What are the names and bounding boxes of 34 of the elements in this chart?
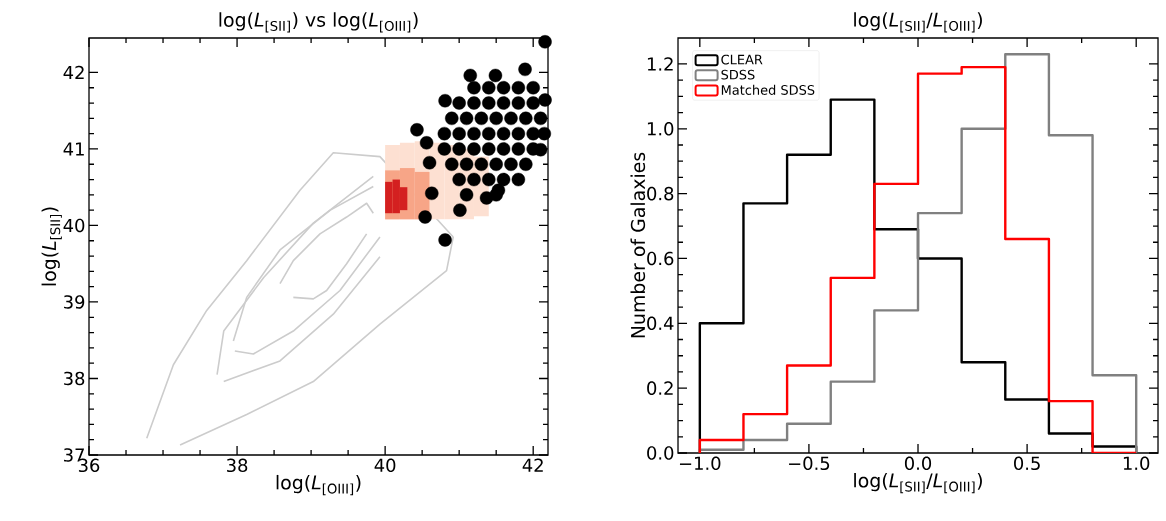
- legend-label: SDSS: [721, 69, 755, 80]
- y-tick-label: 1.0: [647, 121, 674, 136]
- x-axis-title: log(L$_{[SII]}$/L$_{[OIII]}$): [854, 472, 982, 494]
- x-tick-label: 1.0: [1123, 456, 1150, 471]
- y-tick-label: 40: [63, 218, 85, 233]
- x-tick-label: 38: [227, 458, 248, 473]
- line-series: [216, 175, 375, 376]
- line-series: [222, 256, 381, 383]
- legend-label: CLEAR: [721, 54, 763, 65]
- y-tick-label: 0.0: [647, 446, 674, 460]
- y-tick-label: 42: [63, 65, 84, 80]
- x-tick-label: −0.5: [789, 456, 830, 471]
- line-series: [279, 202, 375, 285]
- chart-title: log(L$_{[SII]}$) vs log(L$_{[OIII]}$): [219, 12, 418, 33]
- y-tick-label: 1.2: [647, 57, 673, 71]
- y-axis-title: Number of Galaxies: [630, 152, 646, 338]
- line-series: [234, 236, 381, 355]
- x-tick-label: 0.0: [904, 456, 932, 471]
- y-tick-label: 0.2: [647, 381, 673, 395]
- y-tick-label: 0.4: [647, 316, 674, 331]
- y-tick-label: 0.8: [647, 186, 674, 201]
- x-tick-label: 42: [522, 458, 543, 472]
- y-tick-label: 41: [63, 142, 84, 156]
- y-tick-label: 0.6: [647, 251, 674, 266]
- x-tick-label: 0.5: [1014, 456, 1040, 471]
- y-tick-label: 38: [64, 371, 85, 386]
- x-tick-label: −1.0: [679, 456, 721, 471]
- y-tick-label: 39: [64, 295, 85, 309]
- x-tick-label: 40: [374, 458, 396, 473]
- line-series: [292, 233, 368, 300]
- chart-title: log(L$_{[SII]}$/L$_{[OIII]}$): [854, 12, 982, 33]
- legend-label: Matched SDSS: [721, 84, 815, 95]
- x-axis-title: log(L$_{[OIII]}$): [276, 474, 361, 496]
- y-axis-title: log(L$_{[SII]}$): [41, 207, 62, 286]
